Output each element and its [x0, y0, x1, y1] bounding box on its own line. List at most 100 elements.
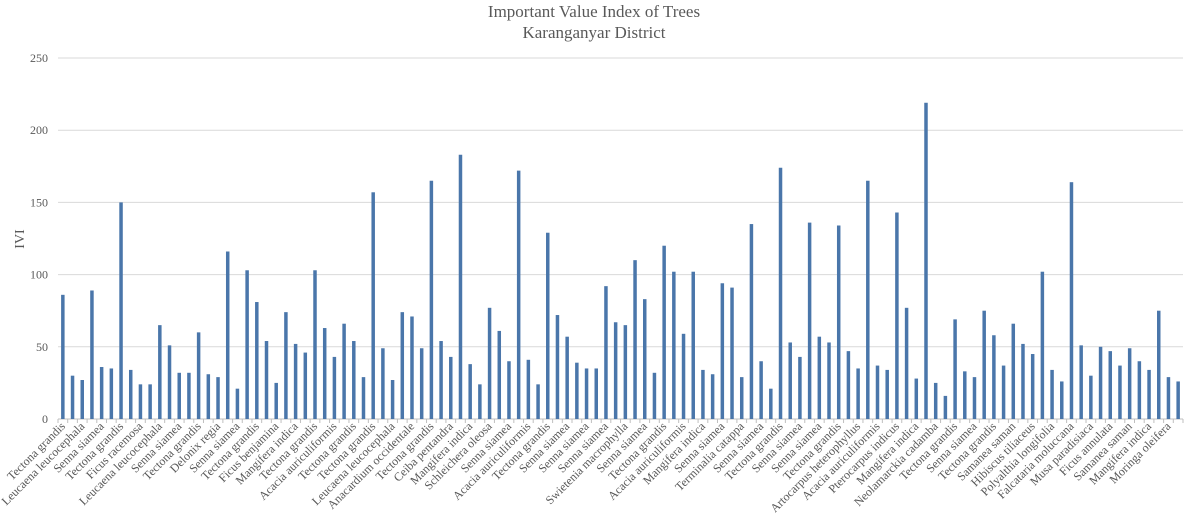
- bar: [1021, 343, 1025, 419]
- bar: [1176, 381, 1180, 419]
- bar: [429, 180, 434, 419]
- bar: [303, 352, 308, 419]
- y-tick-label: 50: [36, 340, 48, 354]
- bar: [613, 322, 618, 419]
- bar: [575, 362, 579, 419]
- bar: [235, 388, 240, 419]
- bar: [264, 341, 269, 419]
- bar: [565, 336, 569, 419]
- y-tick-label: 150: [30, 195, 48, 209]
- bar: [943, 395, 948, 419]
- bar: [904, 307, 909, 419]
- bar: [516, 170, 521, 419]
- y-tick-label: 100: [30, 268, 48, 282]
- bar: [759, 361, 763, 419]
- bar: [187, 372, 191, 419]
- bar: [720, 283, 725, 419]
- bar: [313, 270, 317, 419]
- bar: [507, 361, 511, 419]
- bar: [827, 342, 831, 419]
- bar: [119, 202, 123, 419]
- bar: [361, 377, 366, 419]
- bar: [846, 351, 851, 419]
- bar: [284, 312, 288, 419]
- bar: [90, 290, 94, 419]
- bar: [1127, 348, 1132, 419]
- bar: [924, 102, 928, 419]
- bar: [439, 341, 443, 419]
- bar: [497, 330, 502, 419]
- bar: [643, 299, 647, 419]
- bar: [1108, 351, 1113, 419]
- bar: [322, 328, 327, 419]
- bar: [109, 368, 114, 419]
- bar: [836, 225, 841, 419]
- bar: [885, 369, 889, 419]
- bar: [1069, 182, 1074, 419]
- bar: [798, 356, 802, 419]
- bar: [1166, 377, 1171, 419]
- bar: [1030, 354, 1035, 419]
- bar: [963, 371, 967, 419]
- bar: [594, 368, 598, 419]
- bar: [1079, 345, 1083, 419]
- bar: [449, 356, 453, 419]
- bar: [167, 345, 172, 419]
- bar: [1089, 375, 1093, 419]
- y-axis-title: IVI: [13, 229, 28, 249]
- bar: [1040, 271, 1045, 419]
- bar: [972, 377, 977, 419]
- bar: [914, 378, 919, 419]
- bar: [468, 364, 472, 419]
- bar: [158, 325, 162, 419]
- bar: [293, 343, 298, 419]
- bar: [1011, 323, 1016, 419]
- chart-subtitle: Karanganyar District: [522, 23, 666, 42]
- bar: [982, 310, 986, 419]
- bar: [342, 323, 346, 419]
- bar: [274, 382, 278, 419]
- bar: [546, 232, 550, 419]
- bar: [99, 367, 104, 419]
- bar: [992, 335, 996, 419]
- bar: [400, 312, 405, 419]
- bar: [332, 356, 337, 419]
- bar: [807, 222, 812, 419]
- bar: [526, 359, 531, 419]
- bar: [216, 377, 220, 419]
- bar: [410, 316, 414, 419]
- bar: [730, 287, 734, 419]
- bar: [584, 368, 589, 419]
- bar: [866, 180, 870, 419]
- y-tick-label: 0: [42, 412, 48, 426]
- bar: [778, 167, 783, 419]
- bar: [749, 224, 754, 419]
- bar: [604, 286, 608, 419]
- bar: [128, 369, 133, 419]
- bar: [255, 302, 259, 419]
- bar: [148, 384, 152, 419]
- bar: [633, 260, 637, 419]
- y-tick-label: 250: [30, 51, 48, 65]
- bar: [458, 154, 463, 420]
- bar: [61, 294, 65, 419]
- bar: [652, 372, 657, 419]
- bar: [691, 271, 695, 419]
- bar: [895, 212, 899, 419]
- bar: [1098, 346, 1103, 419]
- bar: [196, 332, 201, 419]
- bar: [817, 336, 822, 419]
- bar: [710, 374, 715, 419]
- bar: [381, 348, 385, 419]
- bar: [623, 325, 628, 419]
- chart-title: Important Value Index of Trees: [487, 2, 701, 21]
- bar: [536, 384, 540, 419]
- bar: [701, 369, 705, 419]
- bar: [1050, 369, 1054, 419]
- bar: [662, 245, 666, 419]
- bar: [1157, 310, 1161, 419]
- bar: [352, 341, 356, 419]
- bar: [478, 384, 482, 419]
- bar: [138, 384, 143, 419]
